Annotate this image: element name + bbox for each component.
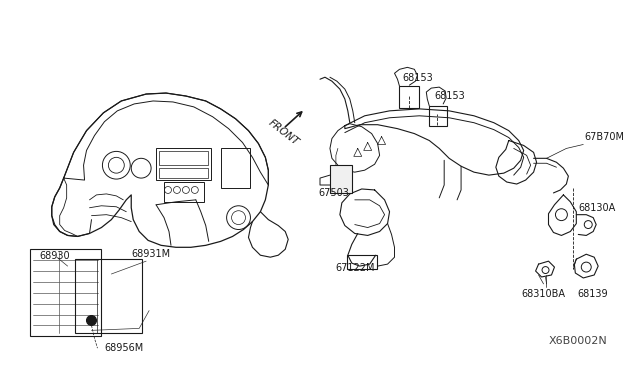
Bar	[30, 249, 101, 336]
Text: 68139: 68139	[577, 289, 608, 299]
Bar	[429, 106, 447, 126]
Text: 68931M: 68931M	[131, 249, 170, 259]
Text: 68310BA: 68310BA	[522, 289, 566, 299]
Text: 68153: 68153	[435, 91, 465, 101]
Bar	[159, 151, 208, 165]
Bar	[75, 259, 142, 333]
Bar	[164, 182, 204, 202]
Text: 68956M: 68956M	[104, 343, 143, 353]
Bar	[156, 148, 211, 180]
Bar	[330, 165, 352, 193]
Text: 67503: 67503	[318, 188, 349, 198]
Text: 67B70M: 67B70M	[584, 132, 624, 142]
Text: FRONT: FRONT	[266, 118, 301, 147]
Text: 68153: 68153	[403, 73, 433, 83]
Bar	[399, 86, 419, 108]
Text: 68930: 68930	[40, 251, 70, 261]
Text: 67122M: 67122M	[335, 263, 374, 273]
Bar	[221, 148, 250, 188]
Text: X6B0002N: X6B0002N	[548, 336, 607, 346]
Circle shape	[86, 315, 97, 326]
Text: 68130A: 68130A	[579, 203, 616, 213]
Bar	[347, 255, 376, 269]
Bar	[159, 168, 208, 178]
